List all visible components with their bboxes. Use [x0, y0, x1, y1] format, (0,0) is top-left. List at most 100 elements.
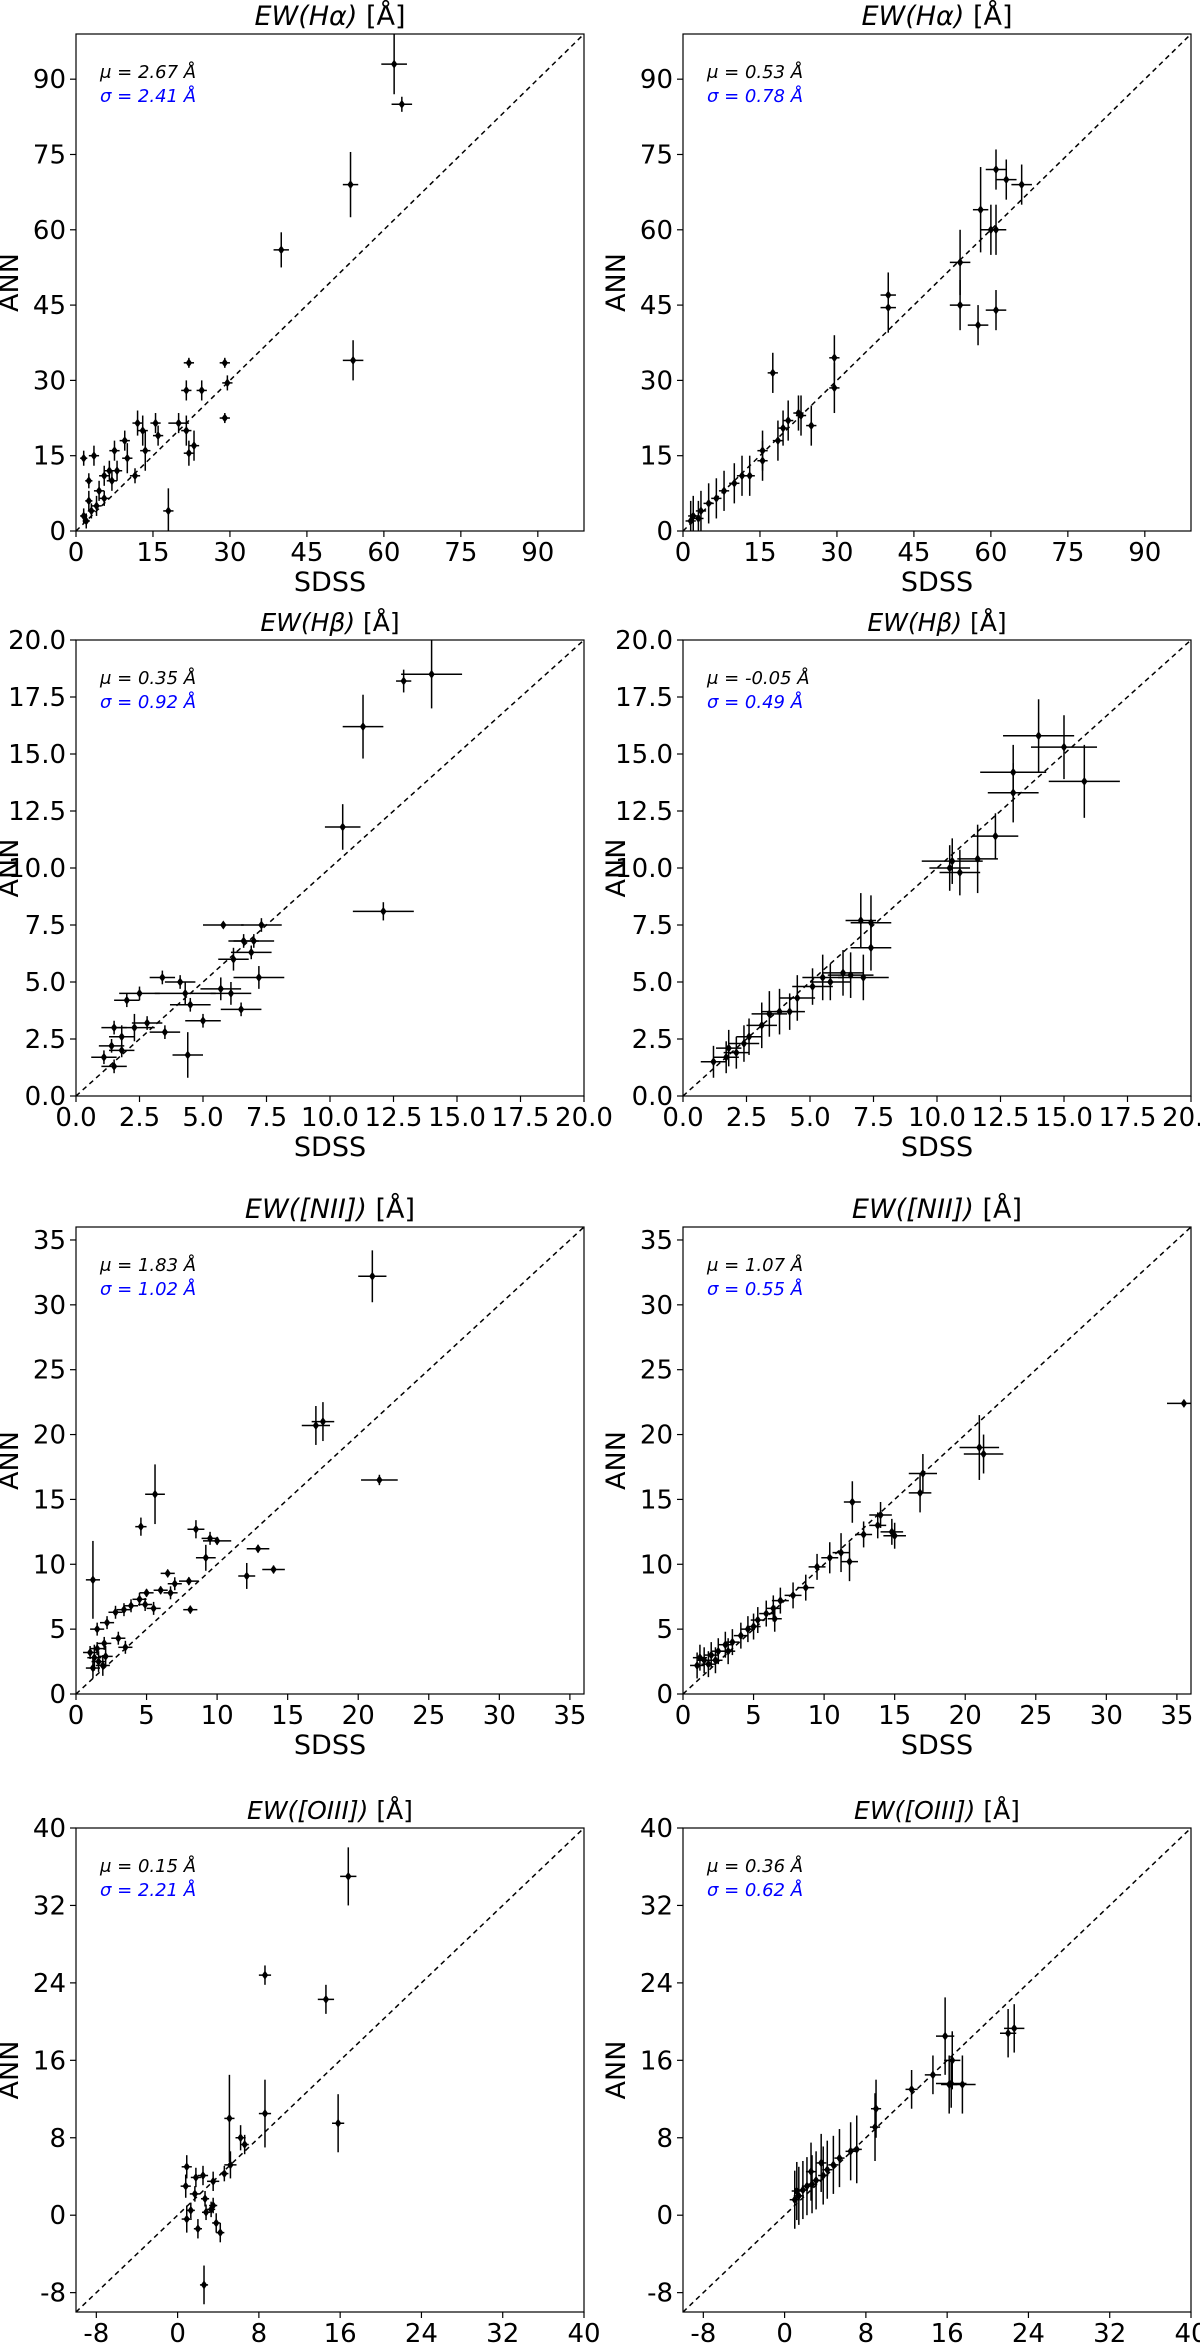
y-tick-label: 20 — [33, 1421, 66, 1451]
point-marker — [908, 2084, 915, 2094]
data-point — [777, 410, 789, 446]
data-point — [845, 2122, 856, 2181]
data-point — [921, 838, 983, 884]
data-point — [935, 1997, 955, 2075]
mu-annotation: μ = 0.36 Å — [706, 1855, 803, 1877]
data-point — [805, 2142, 817, 2201]
y-tick-label: 8 — [49, 2124, 66, 2154]
panel-title: EW(Hα) [Å] — [254, 0, 405, 32]
point-marker — [102, 1651, 109, 1661]
x-tick-label: 17.5 — [1099, 1103, 1157, 1133]
point-marker — [860, 1529, 867, 1539]
axes-frame — [75, 1827, 585, 2313]
point-marker — [89, 1575, 97, 1585]
data-point — [746, 1002, 777, 1049]
x-tick-label: 25 — [412, 1701, 445, 1731]
data-point — [135, 1517, 147, 1536]
data-points — [83, 1250, 398, 1679]
point-marker — [106, 466, 113, 476]
data-point — [189, 2186, 200, 2202]
point-marker — [123, 995, 130, 1005]
y-tick-label: 0 — [49, 1680, 66, 1710]
point-marker — [1011, 2023, 1018, 2033]
data-point — [908, 1454, 937, 1493]
point-marker — [217, 2228, 224, 2238]
data-point — [774, 993, 805, 1030]
data-point — [101, 1020, 127, 1035]
point-marker — [86, 1647, 94, 1657]
x-tick-label: 90 — [521, 538, 554, 568]
data-point — [196, 380, 207, 401]
point-marker — [871, 2122, 879, 2132]
y-axis-label: ANN — [601, 253, 632, 312]
data-point — [987, 763, 1039, 823]
x-tick-label: 2.5 — [726, 1103, 767, 1133]
data-point — [996, 159, 1017, 200]
point-marker — [376, 1475, 383, 1485]
point-marker — [150, 1603, 157, 1613]
x-axis-label: SDSS — [901, 1730, 973, 1761]
point-marker — [187, 1000, 194, 1010]
mu-annotation: μ = 0.53 Å — [706, 61, 803, 83]
data-point — [219, 413, 230, 424]
point-marker — [139, 426, 146, 436]
x-tick-label: 75 — [1051, 538, 1084, 568]
axes-frame — [75, 1226, 585, 1695]
data-point — [834, 2129, 845, 2188]
point-marker — [101, 1638, 108, 1648]
panel-title: EW([NII]) [Å] — [852, 1193, 1022, 1225]
y-tick-label: 45 — [640, 291, 673, 321]
data-point — [1030, 715, 1098, 780]
data-point — [164, 975, 196, 989]
panel-title-main: EW(Hβ) — [867, 608, 962, 637]
x-tick-label: 24 — [405, 2319, 438, 2345]
point-marker — [183, 2214, 190, 2224]
point-marker — [209, 2176, 217, 2186]
panel-title-main: EW([OIII]) — [854, 1796, 975, 1825]
mu-annotation: μ = 1.83 Å — [99, 1254, 196, 1276]
panel-title: EW([OIII]) [Å] — [854, 1796, 1020, 1825]
data-points — [80, 34, 413, 531]
x-tick-label: 16 — [324, 2319, 357, 2345]
data-point — [80, 450, 88, 466]
point-marker — [956, 300, 964, 310]
data-point — [396, 669, 412, 693]
point-marker — [847, 2146, 854, 2156]
one-to-one-line — [76, 640, 584, 1096]
data-point — [827, 952, 874, 998]
point-marker — [976, 1443, 983, 1453]
point-marker — [124, 453, 131, 463]
data-point — [841, 1542, 858, 1582]
point-marker — [824, 2165, 831, 2175]
point-marker — [779, 423, 787, 433]
one-to-one-line — [683, 34, 1191, 531]
point-marker — [230, 954, 237, 964]
point-marker — [712, 1655, 719, 1665]
x-axis-label: SDSS — [901, 567, 973, 598]
x-tick-label: 15.0 — [1035, 1103, 1093, 1133]
data-point — [784, 1582, 802, 1609]
x-tick-label: 10 — [201, 1701, 234, 1731]
data-point — [238, 1562, 256, 1589]
point-marker — [143, 1588, 150, 1598]
x-tick-label: -8 — [83, 2319, 109, 2345]
data-point — [733, 1622, 748, 1649]
point-marker — [99, 1660, 107, 1670]
data-point — [149, 1025, 181, 1039]
data-point — [181, 2155, 192, 2179]
data-point — [757, 440, 768, 481]
y-tick-label: -8 — [647, 2279, 673, 2309]
x-tick-label: 25 — [1019, 1701, 1052, 1731]
point-marker — [347, 180, 354, 190]
point-marker — [400, 676, 407, 686]
panel-title-unit: [Å] — [367, 1193, 415, 1225]
point-marker — [693, 1660, 701, 1670]
point-marker — [956, 868, 964, 878]
point-marker — [722, 1052, 730, 1062]
panel-title-main: EW(Hα) — [861, 1, 964, 32]
data-point — [880, 1518, 904, 1545]
chart-panel-6: 0 5 10 15 20 25 30 35 0 5 10 15 20 25 30 35 SDSS ANN EW([N… — [601, 1193, 1193, 1761]
point-marker — [115, 1633, 122, 1643]
point-marker — [227, 2160, 234, 2170]
